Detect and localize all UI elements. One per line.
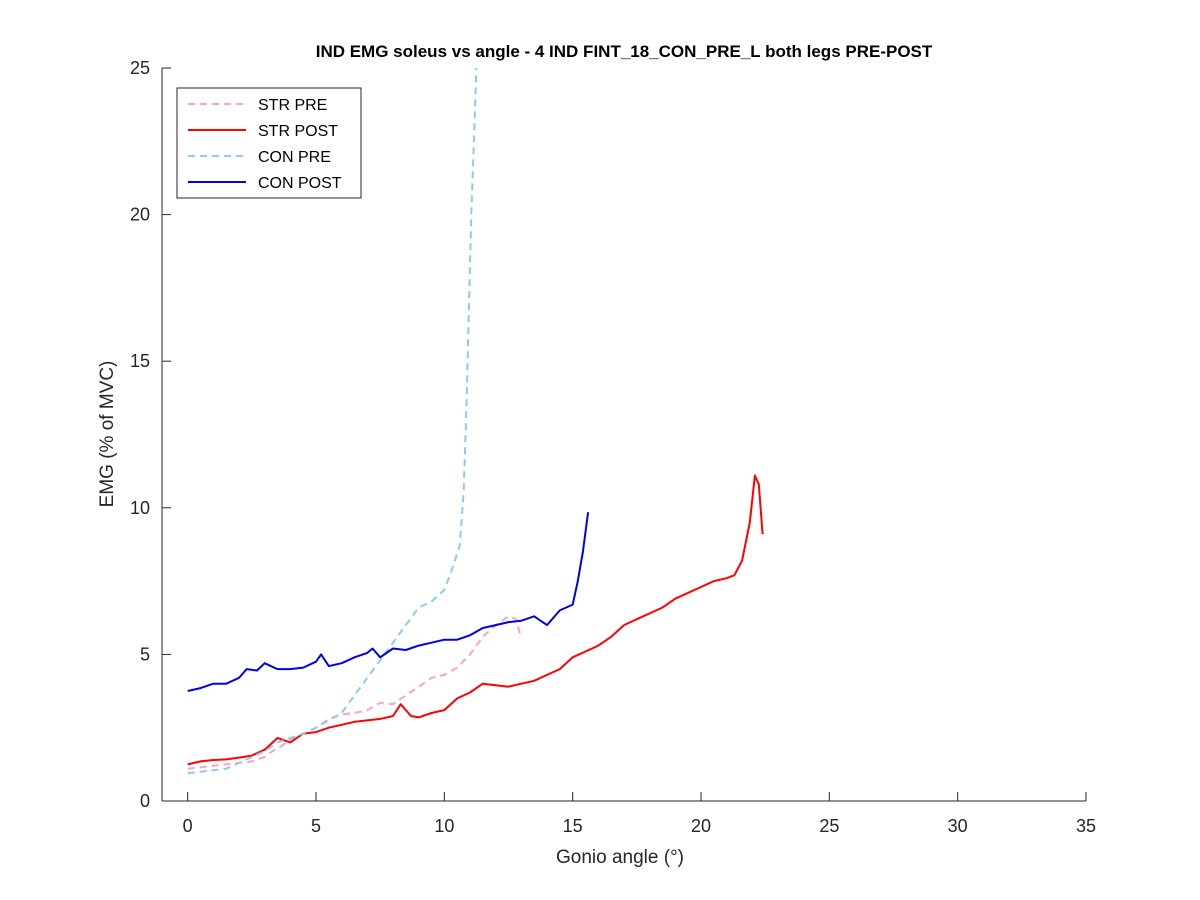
series-line-con-post <box>187 512 590 692</box>
y-tick-label: 20 <box>130 205 150 225</box>
series-line-str-post <box>187 474 764 766</box>
series-layer <box>187 67 764 775</box>
x-tick-label: 15 <box>563 816 583 836</box>
x-tick-label: 0 <box>183 816 193 836</box>
legend-label-con-post: CON POST <box>258 175 342 192</box>
y-tick-label: 5 <box>140 644 150 664</box>
legend: STR PRE STR POST CON PRE CON POST <box>176 87 362 199</box>
x-tick-label: 10 <box>434 816 454 836</box>
x-axis-label: Gonio angle (°) <box>556 847 684 868</box>
x-tick-label: 30 <box>948 816 968 836</box>
series-line-con-pre <box>187 67 478 775</box>
y-tick-label: 0 <box>140 791 150 811</box>
y-axis-label: EMG (% of MVC) <box>97 361 118 508</box>
x-tick-label: 5 <box>311 816 321 836</box>
legend-items: STR PRE STR POST CON PRE CON POST <box>188 97 342 192</box>
series-line-str-pre <box>187 615 521 770</box>
legend-label-con-pre: CON PRE <box>258 149 331 166</box>
chart-title: IND EMG soleus vs angle - 4 IND FINT_18_… <box>316 42 933 61</box>
x-tick-label: 35 <box>1076 816 1096 836</box>
legend-label-str-post: STR POST <box>258 123 338 140</box>
y-tick-label: 10 <box>130 498 150 518</box>
y-tick-label: 25 <box>130 58 150 78</box>
legend-box <box>176 87 362 199</box>
x-tick-label: 25 <box>819 816 839 836</box>
y-ticks: 0 5 10 15 20 25 <box>130 58 171 811</box>
y-tick-label: 15 <box>130 351 150 371</box>
legend-label-str-pre: STR PRE <box>258 97 327 114</box>
x-ticks: 0 5 10 15 20 25 30 35 <box>183 792 1096 836</box>
x-tick-label: 20 <box>691 816 711 836</box>
